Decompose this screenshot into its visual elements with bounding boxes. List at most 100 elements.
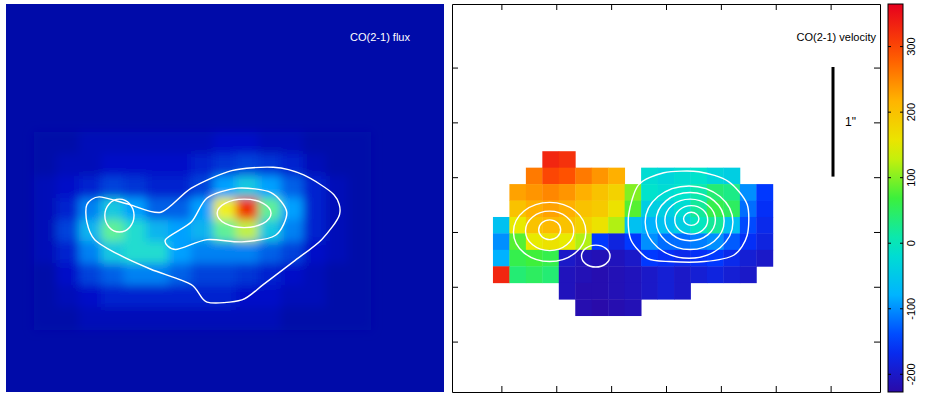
heatmap-cell — [674, 266, 691, 283]
x-axis-bottom — [453, 386, 881, 393]
tick-mark — [874, 177, 880, 178]
contour — [86, 167, 340, 303]
heatmap-cell — [168, 176, 191, 199]
heatmap-cell — [493, 250, 510, 267]
tick-mark — [452, 68, 458, 69]
heatmap-cell — [236, 154, 259, 177]
heatmap-cell — [575, 168, 592, 185]
tick-mark — [452, 177, 458, 178]
heatmap-cell — [608, 299, 625, 316]
heatmap-cell — [34, 263, 57, 286]
tick-mark — [452, 342, 458, 343]
heatmap-cell — [168, 198, 191, 221]
heatmap-cell — [542, 184, 559, 201]
tick-mark — [776, 386, 777, 392]
heatmap-cell — [258, 132, 281, 155]
heatmap-cell — [542, 233, 559, 250]
heatmap-cell — [608, 184, 625, 201]
heatmap-cell — [281, 307, 304, 330]
heatmap-cell — [56, 154, 79, 177]
tick — [556, 386, 557, 392]
axis-line — [453, 392, 881, 393]
heatmap-cell — [608, 233, 625, 250]
contour — [526, 211, 574, 250]
heatmap-cell — [281, 285, 304, 308]
heatmap-cell — [641, 168, 658, 185]
heatmap-cell — [34, 132, 57, 155]
heatmap-cell — [56, 241, 79, 264]
heatmap-cell — [124, 220, 147, 243]
heatmap-cell — [575, 201, 592, 218]
contours — [86, 167, 340, 303]
tick-mark — [874, 122, 880, 123]
heatmap-cell — [34, 176, 57, 199]
heatmap-cell — [258, 241, 281, 264]
colorbar-tick — [888, 308, 891, 309]
heatmap-cell — [326, 307, 349, 330]
heatmap-cell — [258, 154, 281, 177]
heatmap-cell — [191, 307, 214, 330]
heatmap-cell — [258, 307, 281, 330]
tick — [831, 386, 832, 392]
tick — [452, 287, 458, 288]
tick — [874, 68, 880, 69]
heatmap-cell — [608, 201, 625, 218]
heatmap-cell — [625, 283, 642, 300]
colorbar-tick-label: 300 — [905, 37, 917, 55]
heatmap-cell — [756, 184, 773, 201]
colorbar-tick-label: -200 — [905, 363, 917, 385]
heatmap-cell — [575, 283, 592, 300]
colorbar-tick — [888, 112, 891, 113]
heatmap-cell — [674, 283, 691, 300]
heatmap-cell — [526, 266, 543, 283]
heatmap-cell — [756, 217, 773, 234]
heatmap-cell — [625, 217, 642, 234]
heatmap-cell — [281, 198, 304, 221]
heatmap-cell — [326, 176, 349, 199]
heatmap-cell — [213, 132, 236, 155]
tick — [452, 122, 458, 123]
heatmap-cell — [79, 176, 102, 199]
heatmap-cell — [608, 217, 625, 234]
heatmap-cell — [191, 241, 214, 264]
colorbar-tick — [900, 308, 903, 309]
heatmap-cell — [101, 132, 124, 155]
heatmap-cell — [641, 233, 658, 250]
heatmap-cell — [146, 154, 169, 177]
contours — [513, 171, 748, 267]
heatmap-cell — [258, 285, 281, 308]
heatmap-cell — [79, 307, 102, 330]
heatmap-cell — [690, 168, 707, 185]
contour — [513, 202, 585, 261]
tick-mark — [721, 386, 722, 392]
heatmap-cell — [707, 266, 724, 283]
y-axis-left — [452, 5, 458, 393]
heatmap-cell — [34, 198, 57, 221]
heatmap-cell — [34, 307, 57, 330]
heatmap-cell — [191, 132, 214, 155]
axis-line — [880, 5, 881, 393]
tick-mark — [452, 232, 458, 233]
heatmap-cell — [509, 217, 526, 234]
contour — [105, 199, 134, 232]
tick — [831, 4, 832, 10]
heatmap-cell — [236, 307, 259, 330]
map-background — [6, 4, 444, 392]
contour — [581, 245, 610, 267]
heatmap-cell — [559, 151, 576, 168]
heatmap-cell — [101, 263, 124, 286]
contour — [645, 186, 733, 258]
heatmap-cell — [542, 151, 559, 168]
heatmap-cell — [641, 217, 658, 234]
heatmap-cell — [56, 132, 79, 155]
colorbar-tick-label: 100 — [905, 169, 917, 187]
heatmap-cell — [258, 220, 281, 243]
heatmap-cell — [493, 217, 510, 234]
tick — [874, 232, 880, 233]
heatmap-cell — [191, 285, 214, 308]
tick-mark — [501, 386, 502, 392]
contour — [628, 171, 749, 262]
heatmap-cell — [303, 285, 326, 308]
heatmap-cell — [191, 263, 214, 286]
heatmap-cell — [740, 184, 757, 201]
